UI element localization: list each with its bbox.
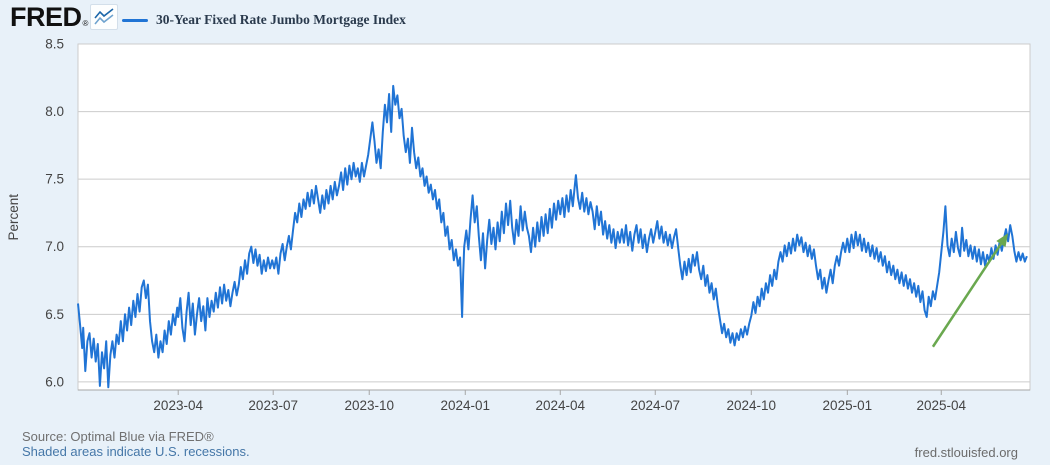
y-axis-title-wrap: Percent xyxy=(6,44,21,390)
fred-header: FRED ® xyxy=(10,2,119,32)
x-tick-label: 2024-01 xyxy=(440,398,490,413)
x-tick-label: 2023-10 xyxy=(344,398,394,413)
x-tick-label: 2024-07 xyxy=(630,398,680,413)
y-tick-label: 6.5 xyxy=(45,307,64,322)
y-tick-label: 8.5 xyxy=(45,37,64,52)
site-url: fred.stlouisfed.org xyxy=(914,445,1018,460)
y-tick-label: 6.0 xyxy=(45,374,64,389)
trend-arrow-head xyxy=(996,233,1009,248)
y-tick-label: 8.0 xyxy=(45,104,64,119)
data-line xyxy=(77,84,1028,389)
legend-label: 30-Year Fixed Rate Jumbo Mortgage Index xyxy=(156,12,406,27)
y-tick-label: 7.5 xyxy=(45,172,64,187)
x-tick-label: 2024-10 xyxy=(727,398,777,413)
x-tick-label: 2024-04 xyxy=(535,398,585,413)
legend: 30-Year Fixed Rate Jumbo Mortgage Index xyxy=(122,12,406,28)
source-note: Source: Optimal Blue via FRED® xyxy=(22,429,214,444)
registered-trademark: ® xyxy=(82,19,89,28)
plot-area xyxy=(77,43,1031,391)
footer-notes: Source: Optimal Blue via FRED® Shaded ar… xyxy=(22,429,250,459)
legend-line-swatch xyxy=(122,18,148,22)
recessions-link[interactable]: Shaded areas indicate U.S. recessions. xyxy=(22,444,250,459)
fred-logo: FRED xyxy=(10,2,82,32)
trend-arrow-shaft xyxy=(931,243,1002,348)
x-tick-label: 2023-07 xyxy=(248,398,298,413)
fred-chart-icon xyxy=(90,4,119,30)
x-tick-label: 2025-04 xyxy=(916,398,966,413)
squiggle-line-icon xyxy=(94,8,114,25)
y-axis-title: Percent xyxy=(6,193,21,241)
y-tick-label: 7.0 xyxy=(45,239,64,254)
x-tick-label: 2023-04 xyxy=(153,398,203,413)
x-tick-label: 2025-01 xyxy=(823,398,873,413)
